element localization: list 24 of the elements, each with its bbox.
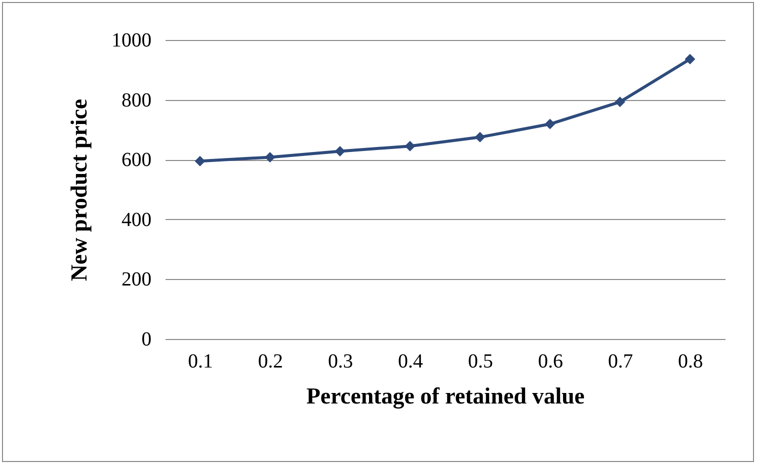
x-tick-label: 0.2 bbox=[258, 350, 283, 372]
x-tick-label: 0.4 bbox=[398, 350, 423, 372]
y-tick-label: 600 bbox=[122, 149, 152, 172]
y-tick-label: 0 bbox=[142, 328, 152, 350]
x-axis-title: Percentage of retained value bbox=[306, 384, 585, 410]
x-tick-label: 0.7 bbox=[608, 350, 633, 372]
y-tick-label: 1000 bbox=[112, 30, 152, 52]
x-tick-label: 0.1 bbox=[188, 350, 213, 372]
point bbox=[474, 132, 486, 142]
point bbox=[544, 118, 556, 130]
x-tick-label: 0.6 bbox=[538, 350, 563, 372]
point bbox=[334, 146, 346, 156]
y-tick-label: 800 bbox=[122, 89, 152, 112]
x-tick-label: 0.5 bbox=[468, 350, 493, 372]
y-axis-title: New product price bbox=[66, 98, 92, 282]
x-tick-label: 0.8 bbox=[678, 350, 703, 372]
point bbox=[404, 140, 416, 152]
point bbox=[684, 54, 696, 64]
x-tick-label: 0.3 bbox=[328, 350, 353, 372]
point bbox=[614, 96, 626, 108]
y-tick-label: 400 bbox=[122, 208, 152, 231]
y-tick-label: 200 bbox=[122, 268, 152, 291]
point bbox=[194, 156, 206, 166]
point bbox=[264, 152, 276, 162]
